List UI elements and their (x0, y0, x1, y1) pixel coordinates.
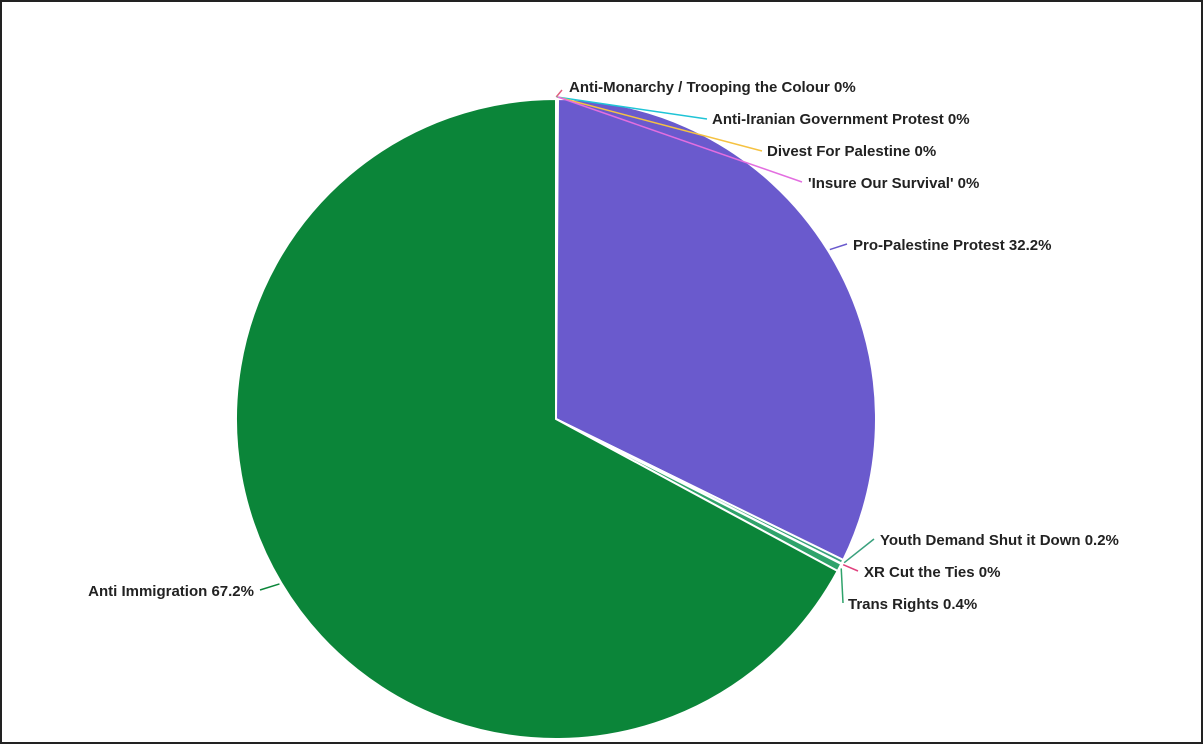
pie-slices (236, 99, 876, 739)
slice-label-trans-rights: Trans Rights 0.4% (848, 596, 977, 613)
leader-line-anti-monarchy-trooping-the-colour (556, 90, 562, 97)
slice-label-xr-cut-the-ties: XR Cut the Ties 0% (864, 564, 1000, 581)
leader-line-trans-rights (841, 568, 843, 603)
leader-line-xr-cut-the-ties (843, 565, 858, 571)
slice-label-youth-demand-shut-it-down: Youth Demand Shut it Down 0.2% (880, 532, 1119, 549)
leader-line-anti-immigration (260, 584, 279, 590)
slice-label-divest-for-palestine: Divest For Palestine 0% (767, 143, 936, 160)
slice-label-anti-monarchy-trooping-the-colour: Anti-Monarchy / Trooping the Colour 0% (569, 79, 856, 96)
slice-label-pro-palestine-protest: Pro-Palestine Protest 32.2% (853, 237, 1051, 254)
slice-label-anti-iranian-government-protest: Anti-Iranian Government Protest 0% (712, 111, 970, 128)
slice-label-insure-our-survival: 'Insure Our Survival' 0% (808, 175, 979, 192)
leader-line-pro-palestine-protest (830, 244, 847, 250)
slice-label-anti-immigration: Anti Immigration 67.2% (88, 583, 254, 600)
